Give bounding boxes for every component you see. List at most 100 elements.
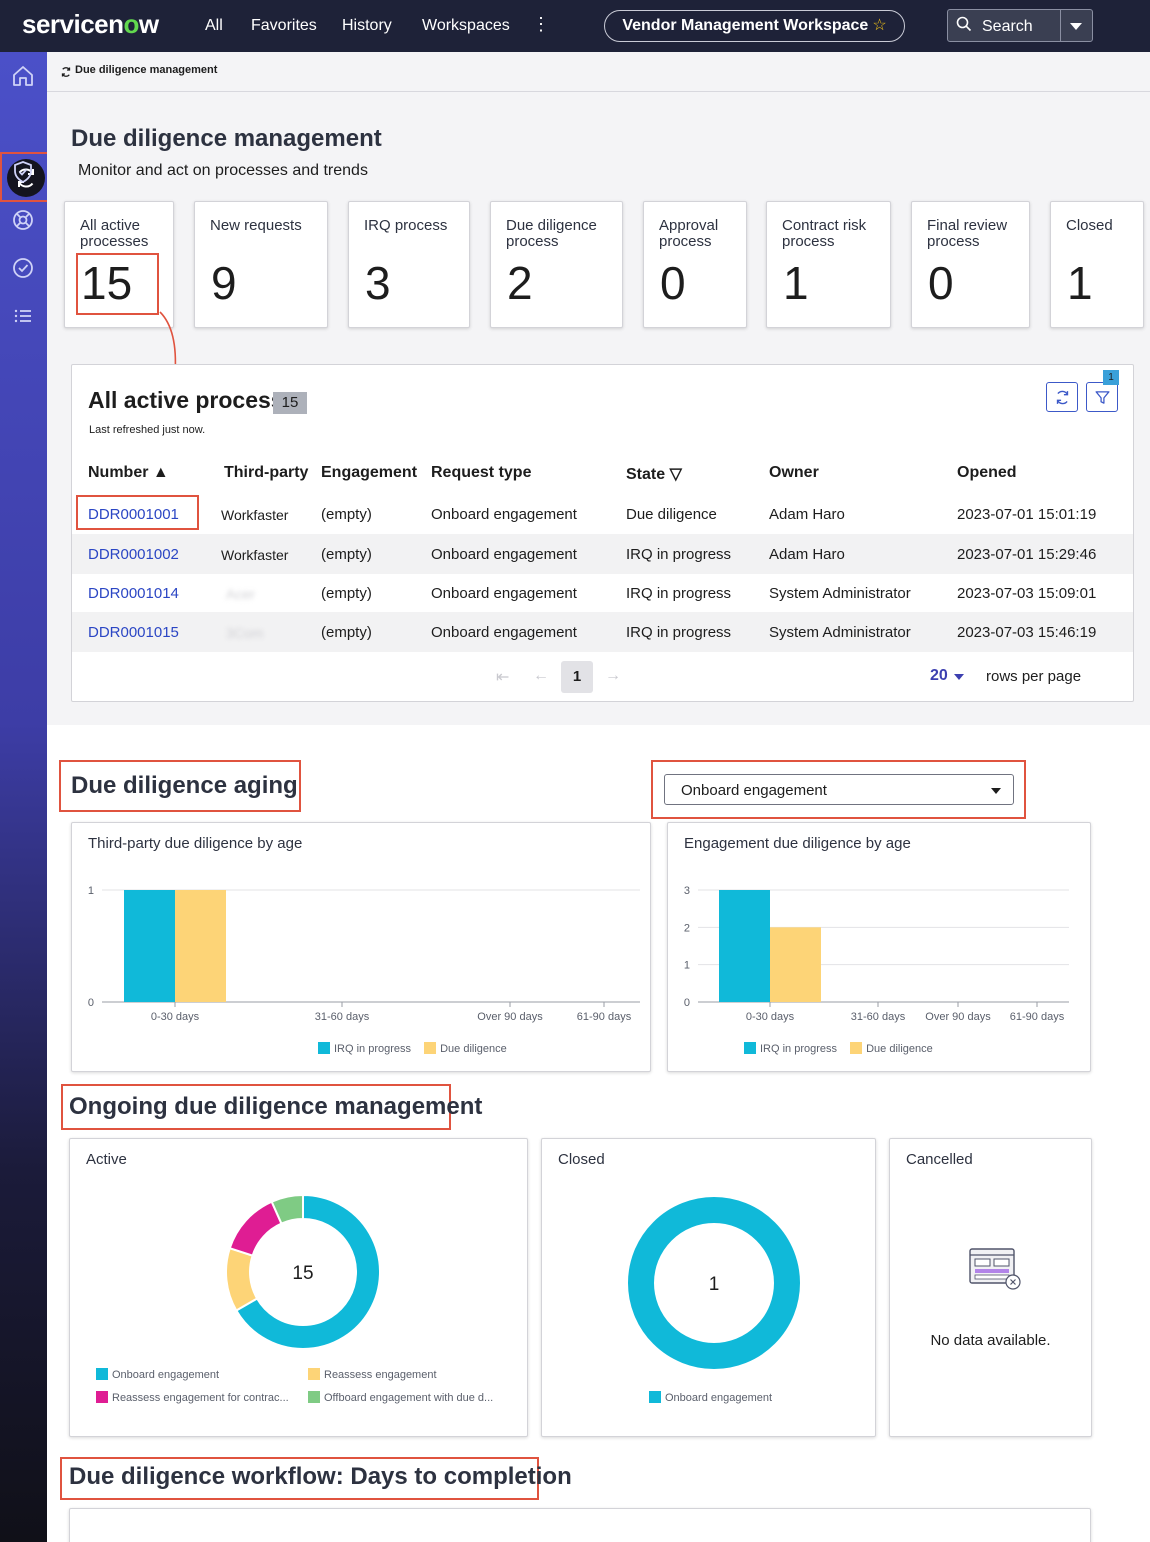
legend-item: Reassess engagement: [308, 1368, 437, 1381]
list-icon[interactable]: [11, 304, 35, 328]
record-number-link[interactable]: DDR0001002: [88, 546, 179, 563]
nav-favorites[interactable]: Favorites: [251, 17, 317, 34]
refresh-button[interactable]: [1046, 382, 1078, 412]
column-header-number[interactable]: Number ▲: [88, 464, 169, 481]
check-circle-icon[interactable]: [11, 256, 35, 280]
card-value: 9: [211, 257, 237, 309]
column-header-third-party[interactable]: Third-party: [224, 464, 309, 481]
rows-per-page-label: rows per page: [986, 668, 1082, 685]
card-value: 3: [365, 257, 391, 309]
table-row[interactable]: DDR0001015 3Com (empty) Onboard engageme…: [72, 612, 1133, 652]
record-number-link[interactable]: DDR0001001: [88, 506, 179, 523]
engagement-cell: (empty): [321, 506, 372, 523]
bar: [770, 927, 821, 1002]
card-approval-process[interactable]: Approval process 0: [643, 201, 747, 328]
table-row[interactable]: DDR0001001 Workfaster (empty) Onboard en…: [72, 494, 1133, 534]
donut-slice: [628, 1197, 800, 1369]
donut-slice: [228, 1200, 283, 1257]
bar-chart-svg: 0 1 0-30 days 31-60 days Over 90 days 61-90 d…: [88, 885, 640, 1023]
table-row[interactable]: DDR0001014 Acer (empty) Onboard engageme…: [72, 573, 1133, 613]
legend-swatch: [308, 1368, 320, 1380]
card-value: 15: [81, 257, 133, 309]
engagement-type-dropdown[interactable]: Onboard engagement: [664, 774, 1014, 805]
engagement-cell: (empty): [321, 546, 372, 563]
donut-center-label: 1: [709, 1274, 720, 1295]
y-tick-label: 1: [684, 960, 690, 972]
card-label: All active processes: [80, 217, 149, 250]
global-search[interactable]: Search: [947, 9, 1093, 42]
chart-legend: IRQ in progress Due diligence: [318, 1042, 507, 1055]
legend-label: Due diligence: [866, 1043, 933, 1055]
legend-swatch: [96, 1391, 108, 1403]
card-label: Closed: [1066, 217, 1113, 234]
legend-swatch: [318, 1042, 330, 1054]
highlight-box-ongoing-title: [61, 1084, 451, 1130]
donut-slice: [270, 1193, 304, 1225]
y-tick-label: 2: [684, 922, 690, 934]
current-page-button[interactable]: 1: [561, 661, 593, 693]
y-tick-label: 0: [88, 997, 94, 1009]
workflow-chart-panel: [69, 1508, 1091, 1542]
servicenow-logo[interactable]: servicenow: [22, 9, 159, 39]
nav-history[interactable]: History: [342, 17, 392, 34]
x-tick-label: Over 90 days: [477, 1011, 543, 1023]
column-header-opened[interactable]: Opened: [957, 464, 1017, 481]
card-final-review-process[interactable]: Final review process 0: [911, 201, 1030, 328]
legend-label: Due diligence: [440, 1043, 507, 1055]
column-header-request-type[interactable]: Request type: [431, 464, 532, 481]
chevron-down-icon[interactable]: [954, 674, 964, 680]
legend-label: IRQ in progress: [334, 1043, 412, 1055]
chart-title: Active: [86, 1151, 127, 1168]
next-page-icon[interactable]: →: [605, 667, 621, 684]
table-row[interactable]: DDR0001002 Workfaster (empty) Onboard en…: [72, 534, 1133, 574]
more-menu-icon[interactable]: ⋮: [532, 14, 550, 34]
record-number-link[interactable]: DDR0001014: [88, 585, 179, 602]
owner-cell: System Administrator: [769, 585, 911, 602]
owner-cell: Adam Haro: [769, 506, 845, 523]
list-title: All active process: [88, 387, 284, 413]
opened-cell: 2023-07-03 15:09:01: [957, 585, 1097, 602]
chart-legend: IRQ in progress Due diligence: [744, 1042, 933, 1055]
card-all-active-processes[interactable]: All active processes 15: [64, 201, 174, 328]
record-number-link[interactable]: DDR0001015: [88, 624, 179, 641]
card-contract-risk-process[interactable]: Contract risk process 1: [766, 201, 891, 328]
engagement-cell: (empty): [321, 624, 372, 641]
x-tick-label: 61-90 days: [1010, 1011, 1065, 1023]
workspace-selector[interactable]: Vendor Management Workspace ☆: [604, 10, 905, 42]
home-icon[interactable]: [11, 64, 35, 88]
owner-cell: System Administrator: [769, 624, 911, 641]
previous-page-icon[interactable]: ←: [533, 667, 549, 684]
breadcrumb-tab-label[interactable]: Due diligence management: [75, 64, 218, 76]
favorite-star-icon[interactable]: ☆: [872, 17, 887, 34]
owner-cell: Adam Haro: [769, 546, 845, 563]
donut-chart-svg: 15: [225, 1193, 381, 1350]
card-new-requests[interactable]: New requests 9: [194, 201, 328, 328]
legend-label: Onboard engagement: [665, 1392, 773, 1404]
chart-active-donut: Active 15 Onboard engagement Reassess en…: [69, 1138, 528, 1437]
nav-all[interactable]: All: [205, 17, 223, 34]
search-scope-dropdown-icon[interactable]: [1070, 23, 1082, 30]
first-page-icon[interactable]: ⇤: [496, 669, 510, 686]
shield-check-icon[interactable]: [11, 160, 35, 184]
support-lifebuoy-icon[interactable]: [11, 208, 35, 232]
section-title-workflow: Due diligence workflow: Days to completi…: [69, 1463, 572, 1490]
card-value: 2: [507, 257, 533, 309]
card-irq-process[interactable]: IRQ process 3: [348, 201, 470, 328]
column-header-engagement[interactable]: Engagement: [321, 464, 418, 481]
donut-slice: [234, 1193, 381, 1350]
column-header-state[interactable]: State ▽: [626, 466, 682, 483]
y-tick-label: 1: [88, 885, 94, 897]
card-due-diligence-process[interactable]: Due diligence process 2: [490, 201, 623, 328]
legend-item: Reassess engagement for contrac...: [96, 1391, 289, 1404]
rows-per-page-select[interactable]: 20: [930, 667, 948, 684]
filter-button[interactable]: [1086, 382, 1118, 412]
bar-chart-svg: 0 1 2 3 0-30 days 31-60 days Over 90 days 61-90…: [684, 885, 1069, 1023]
refresh-cycle-icon: [61, 67, 71, 77]
nav-workspaces[interactable]: Workspaces: [422, 17, 510, 34]
third-party-cell-redacted: 3Com: [226, 625, 264, 641]
card-closed[interactable]: Closed 1: [1050, 201, 1144, 328]
donut-chart-svg: 1: [628, 1197, 800, 1369]
chart-title: Engagement due diligence by age: [684, 835, 911, 852]
column-header-owner[interactable]: Owner: [769, 464, 819, 481]
section-title-ongoing: Ongoing due diligence management: [69, 1093, 483, 1120]
